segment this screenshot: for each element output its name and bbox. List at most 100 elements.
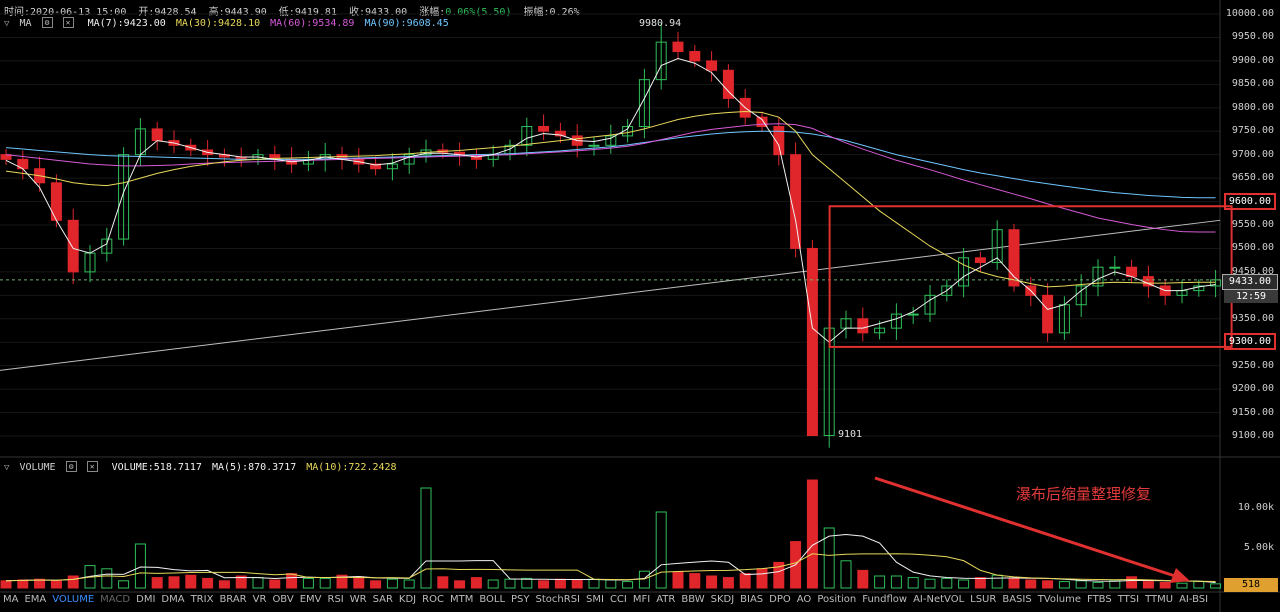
volume-bar-64	[1075, 580, 1087, 589]
indicator-tab-sar[interactable]: SAR	[372, 594, 393, 605]
volume-bar-43	[722, 577, 734, 589]
candle-body-31	[521, 126, 533, 146]
settings-icon[interactable]: ⚙	[41, 17, 53, 28]
volume-bar-52	[874, 575, 886, 589]
volume-bar-18	[302, 577, 314, 589]
indicator-tab-ttmu[interactable]: TTMU	[1145, 594, 1174, 605]
candle-body-41	[689, 51, 701, 62]
info-open: 开:9428.54	[138, 7, 197, 18]
indicator-tab-mfi[interactable]: MFI	[632, 594, 651, 605]
ma-legend-name: MA	[19, 17, 32, 29]
price-tick-label: 9750.00	[1231, 125, 1274, 137]
indicator-tab-vr[interactable]: VR	[252, 594, 267, 605]
indicator-tab-boll[interactable]: BOLL	[479, 594, 506, 605]
volume-bar-33	[554, 578, 566, 589]
settings-icon[interactable]: ⚙	[65, 461, 77, 472]
close-icon[interactable]: ✕	[62, 17, 74, 28]
candle-body-56	[941, 285, 953, 296]
volume-bar-70	[1176, 582, 1188, 589]
volume-bar-7	[118, 580, 130, 589]
volume-bar-22	[370, 580, 382, 589]
chevron-down-icon[interactable]: ▽	[4, 462, 10, 473]
indicator-tab-tvolume[interactable]: TVolume	[1037, 594, 1081, 605]
volume-legend-item-0: VOLUME:518.7117	[111, 461, 202, 473]
candle-body-35	[588, 144, 600, 147]
volume-bar-55	[924, 578, 936, 589]
annotation-arrow	[874, 476, 1179, 579]
indicator-tab-basis[interactable]: BASIS	[1002, 594, 1032, 605]
indicator-tab-ao[interactable]: AO	[796, 594, 812, 605]
boxed-level-lower: 9300.00	[1223, 333, 1276, 350]
volume-bar-15	[252, 577, 264, 589]
indicator-tab-cci[interactable]: CCI	[609, 594, 627, 605]
indicator-tab-fundflow[interactable]: Fundflow	[862, 594, 908, 605]
indicator-tab-bias[interactable]: BIAS	[740, 594, 764, 605]
volume-bar-68	[1142, 581, 1154, 589]
indicator-tab-dpo[interactable]: DPO	[769, 594, 791, 605]
consolidation-box	[828, 205, 1233, 348]
boxed-level-upper: 9600.00	[1223, 193, 1276, 210]
indicator-tab-skdj[interactable]: SKDJ	[710, 594, 735, 605]
indicator-tab-roc[interactable]: ROC	[422, 594, 444, 605]
volume-bar-29	[487, 579, 499, 589]
volume-bar-12	[202, 577, 214, 589]
volume-bar-8	[134, 543, 146, 589]
volume-bar-9	[151, 577, 163, 589]
candle-body-55	[924, 294, 936, 315]
indicator-tab-lsur[interactable]: LSUR	[970, 594, 997, 605]
indicator-tab-ftbs[interactable]: FTBS	[1087, 594, 1112, 605]
indicator-tab-macd[interactable]: MACD	[100, 594, 131, 605]
volume-bar-35	[588, 578, 600, 589]
indicator-tab-emv[interactable]: EMV	[299, 594, 322, 605]
indicator-tab-stochrsi[interactable]: StochRSI	[535, 594, 580, 605]
price-tick-label: 9950.00	[1231, 31, 1274, 43]
indicator-tab-kdj[interactable]: KDJ	[398, 594, 417, 605]
candle-body-22	[370, 163, 382, 170]
indicator-tab-atr[interactable]: ATR	[656, 594, 676, 605]
volume-bar-28	[470, 577, 482, 589]
indicator-tab-obv[interactable]: OBV	[272, 594, 294, 605]
indicator-tab-ai-bsi[interactable]: AI-BSI	[1179, 594, 1209, 605]
indicator-tab-ttsi[interactable]: TTSI	[1117, 594, 1140, 605]
current-price-tag: 9433.00	[1222, 274, 1278, 290]
indicator-tab-bbw[interactable]: BBW	[681, 594, 705, 605]
chevron-down-icon[interactable]: ▽	[4, 18, 10, 29]
price-tick-label: 9550.00	[1231, 219, 1274, 230]
indicator-tab-rsi[interactable]: RSI	[327, 594, 344, 605]
price-tick-label: 9800.00	[1231, 101, 1274, 113]
indicator-tab-ma[interactable]: MA	[3, 594, 19, 605]
volume-legend-name: VOLUME	[19, 461, 56, 473]
volume-bar-60	[1008, 577, 1020, 589]
indicator-tab-volume[interactable]: VOLUME	[52, 594, 95, 605]
indicator-tab-brar[interactable]: BRAR	[219, 594, 247, 605]
volume-bar-72	[1210, 583, 1222, 589]
high-price-label: 9980.94	[639, 18, 682, 29]
close-icon[interactable]: ✕	[86, 461, 98, 472]
volume-bar-26	[437, 576, 449, 589]
volume-legend-item-1: MA(5):870.3717	[211, 461, 297, 473]
volume-bar-39	[655, 511, 667, 589]
indicator-tab-wr[interactable]: WR	[349, 594, 367, 605]
ma-legend-item-1: MA(30):9428.10	[175, 17, 261, 29]
indicator-tab-trix[interactable]: TRIX	[190, 594, 214, 605]
candle-body-57	[958, 257, 970, 287]
volume-bar-59	[991, 574, 1003, 589]
indicator-tab-dmi[interactable]: DMI	[136, 594, 156, 605]
indicator-tab-ema[interactable]: EMA	[24, 594, 47, 605]
indicator-tab-ai-netvol[interactable]: AI-NetVOL	[913, 594, 965, 605]
indicator-tab-dma[interactable]: DMA	[161, 594, 185, 605]
volume-bar-71	[1193, 581, 1205, 589]
indicator-tab-smi[interactable]: SMI	[586, 594, 604, 605]
volume-bar-57	[958, 579, 970, 589]
volume-bar-67	[1126, 576, 1138, 589]
candle-body-36	[605, 135, 617, 146]
volume-bar-37	[622, 581, 634, 589]
volume-bar-3	[50, 580, 62, 589]
candle-body-52	[874, 327, 886, 334]
info-time: 时间:2020-06-13 15:00	[4, 7, 127, 18]
candle-body-43	[722, 69, 734, 99]
indicator-tab-mtm[interactable]: MTM	[449, 594, 474, 605]
indicator-tab-psy[interactable]: PSY	[511, 594, 530, 605]
indicator-tab-position[interactable]: Position	[817, 594, 857, 605]
